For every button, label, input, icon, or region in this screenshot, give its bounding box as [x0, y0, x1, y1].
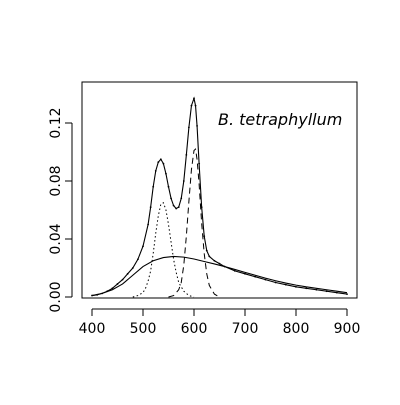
series-3-dotted [132, 202, 195, 298]
series-4-dashed [168, 148, 220, 298]
axes-layer: 400 500 600 700 800 900 0.00 0.04 0.08 0.12 [48, 107, 360, 337]
series-line [132, 202, 195, 298]
species-annotation: B. tetraphyllum [218, 110, 342, 129]
series-1-solid [91, 96, 348, 297]
x-tick-label: 700 [232, 321, 259, 337]
series-line [168, 148, 220, 298]
series-line [91, 96, 348, 297]
y-tick-label: 0.08 [48, 165, 64, 196]
series-2-solid [91, 255, 348, 297]
series-layer [91, 96, 348, 298]
y-tick-label: 0.00 [48, 281, 64, 312]
x-tick-label: 900 [334, 321, 361, 337]
x-tick-label: 800 [283, 321, 310, 337]
x-tick-label: 400 [79, 321, 106, 337]
y-tick-label: 0.04 [48, 223, 64, 254]
x-tick-label: 500 [130, 321, 157, 337]
series-line [91, 255, 348, 297]
x-tick-label: 600 [181, 321, 208, 337]
y-tick-label: 0.12 [48, 107, 64, 138]
